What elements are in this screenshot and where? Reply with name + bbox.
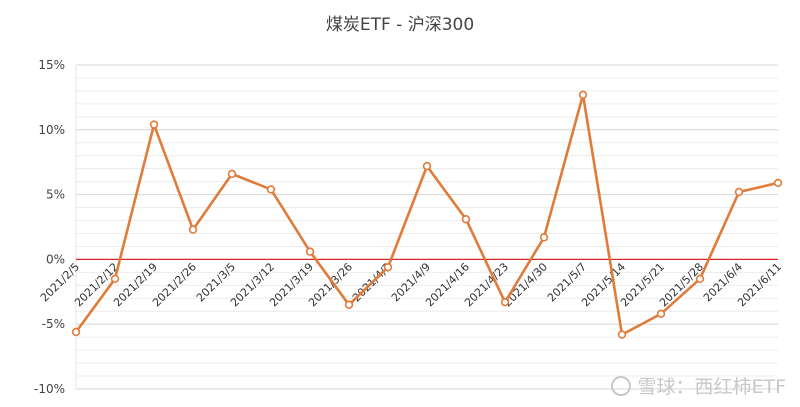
y-tick-label: 5% <box>46 188 65 202</box>
watermark: 雪球：西红柿ETF <box>611 372 786 399</box>
data-point <box>734 187 744 197</box>
data-point <box>149 120 159 129</box>
grid-lines <box>75 64 778 390</box>
data-point <box>500 297 510 307</box>
y-tick-label: -5% <box>42 317 65 331</box>
snowball-logo-icon <box>611 375 632 396</box>
chart-title: 煤炭ETF - 沪深300 <box>325 15 475 35</box>
data-point <box>110 274 120 284</box>
data-point <box>773 178 783 188</box>
y-tick-label: 0% <box>46 252 65 266</box>
data-point <box>656 309 666 319</box>
data-point <box>188 225 198 234</box>
y-tick-label: -10% <box>34 382 65 396</box>
data-point <box>344 300 354 309</box>
series-points <box>71 90 783 339</box>
data-point <box>383 262 393 272</box>
data-point <box>305 247 315 256</box>
data-point <box>578 90 588 100</box>
data-point <box>695 274 705 284</box>
y-tick-label: 10% <box>38 123 65 137</box>
data-point <box>227 169 237 179</box>
watermark-text: 雪球：西红柿ETF <box>637 376 786 398</box>
data-point <box>422 161 432 171</box>
data-point <box>617 330 627 339</box>
data-point <box>266 185 276 194</box>
data-point <box>461 215 471 224</box>
data-point <box>71 327 81 337</box>
y-axis-ticks: -10% -5% 0% 5% 10% 15% <box>34 58 65 396</box>
data-point <box>539 233 549 242</box>
y-tick-label: 15% <box>38 58 65 72</box>
